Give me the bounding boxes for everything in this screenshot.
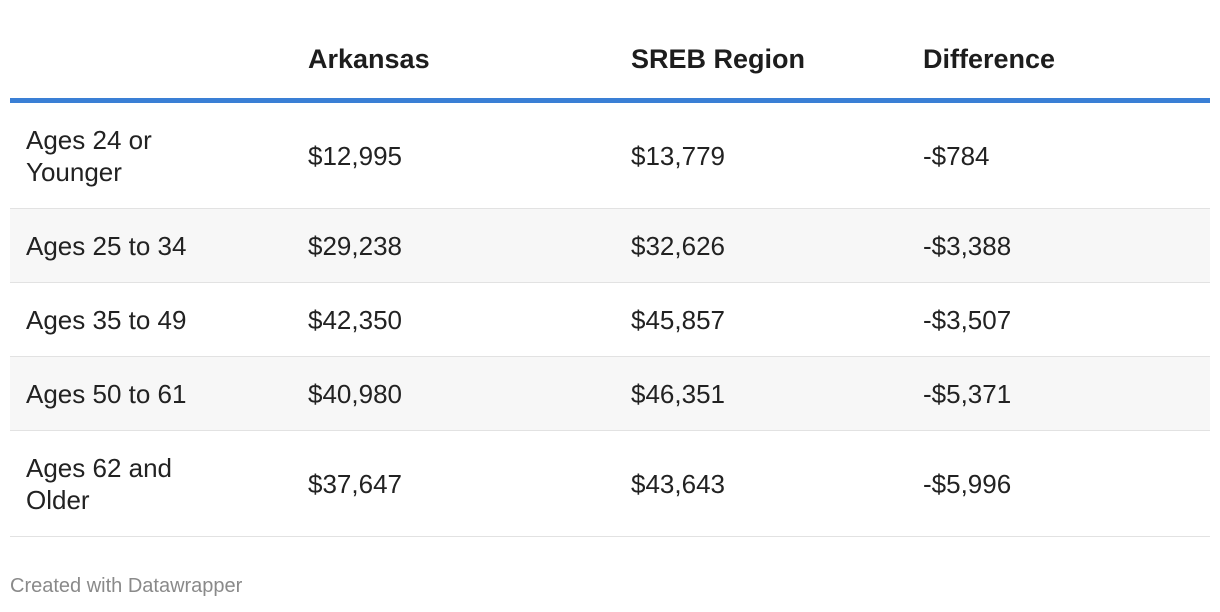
table-row: Ages 35 to 49 $42,350 $45,857 -$3,507 [10, 283, 1210, 357]
cell: -$784 [923, 140, 990, 171]
cell: $46,351 [631, 378, 725, 409]
cell: $12,995 [308, 140, 402, 171]
row-label: Ages 62 and Older [26, 452, 173, 515]
column-header: Difference [923, 44, 1056, 74]
column-header: Arkansas [308, 44, 430, 74]
table-row: Ages 50 to 61 $40,980 $46,351 -$5,371 [10, 357, 1210, 431]
cell: $37,647 [308, 468, 402, 499]
cell: $32,626 [631, 230, 725, 261]
row-label: Ages 35 to 49 [26, 304, 187, 335]
cell: -$3,507 [923, 304, 1012, 335]
cell: $42,350 [308, 304, 402, 335]
column-header: SREB Region [631, 44, 806, 74]
footer: Created with Datawrapper [10, 575, 243, 597]
table-row: Ages 24 or Younger $12,995 $13,779 -$784 [10, 103, 1210, 209]
cell: $45,857 [631, 304, 725, 335]
row-label: Ages 50 to 61 [26, 378, 187, 409]
cell: -$5,996 [923, 468, 1012, 499]
cell: $29,238 [308, 230, 402, 261]
cell: $40,980 [308, 378, 402, 409]
table-row: Ages 25 to 34 $29,238 $32,626 -$3,388 [10, 209, 1210, 283]
cell: $13,779 [631, 140, 725, 171]
cell: -$3,388 [923, 230, 1012, 261]
row-label: Ages 25 to 34 [26, 230, 187, 261]
cell: -$5,371 [923, 378, 1012, 409]
row-label: Ages 24 or Younger [26, 124, 152, 187]
table-row: Ages 62 and Older $37,647 $43,643 -$5,996 [10, 431, 1210, 537]
cell: $43,643 [631, 468, 725, 499]
table-header: Arkansas SREB Region Difference [10, 0, 1210, 103]
